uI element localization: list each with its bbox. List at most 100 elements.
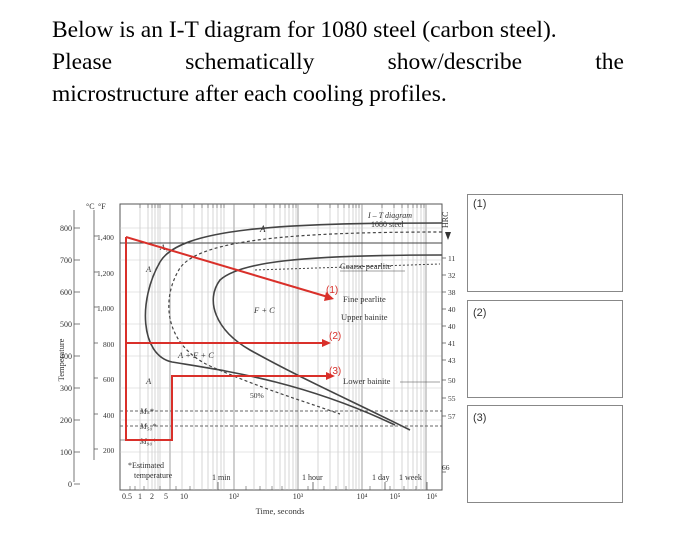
grid-horizontal: [120, 227, 442, 453]
x-tick-labels: 0.5 1 2 5 10 10² 10³ 10⁴ 10⁵ 10⁶: [122, 492, 438, 501]
x-tick-label: 10³: [293, 492, 304, 501]
x-tick-label: 5: [164, 492, 168, 501]
profile-1-label: (1): [326, 285, 338, 296]
hrc-arrow-icon: [445, 232, 451, 240]
hrc-value: 11: [448, 254, 455, 263]
celsius-labels: 800 700 600 500 400 300 200 100 0: [60, 224, 72, 489]
grid-vertical-major: [169, 204, 427, 490]
time-mark: 1 day: [372, 473, 390, 482]
c-tick-label: 500: [60, 320, 72, 329]
martensite-lines: [120, 410, 442, 427]
profile-2-label: (2): [329, 331, 341, 342]
x-tick-label: 10⁵: [390, 492, 401, 501]
c-tick-label: 300: [60, 384, 72, 393]
celsius-ticks: [74, 227, 80, 485]
hrc-value: 32: [448, 271, 456, 280]
cooling-profiles: [125, 236, 329, 441]
hrc-label: HRC: [441, 212, 450, 228]
estimated-note-2: temperature: [134, 471, 173, 480]
x-tick-label: 1: [138, 492, 142, 501]
answer-box-2[interactable]: (2): [467, 300, 623, 398]
c-tick-label: 400: [60, 352, 72, 361]
coarse-pearlite-label: Coarse pearlite: [340, 261, 391, 271]
celsius-unit: °C: [86, 202, 95, 211]
f-tick-label: 1,200: [97, 269, 114, 278]
region-a-lower-label: A: [145, 376, 152, 386]
question-word: the: [595, 49, 624, 75]
m90-label: M₉₀*: [139, 437, 156, 446]
region-a-upper-label: A: [145, 264, 152, 274]
hrc-value: 66: [442, 463, 450, 472]
f-tick-label: 1,000: [97, 304, 114, 313]
hrc-value: 50: [448, 376, 456, 385]
hrc-value: 57: [448, 412, 456, 421]
answer-box-3-label: (3): [473, 412, 487, 424]
answer-box-1-label: (1): [473, 198, 487, 210]
fahrenheit-labels: 1,400 1,200 1,000 800 600 400 200: [97, 233, 115, 455]
bottom-minor-ticks: [129, 486, 417, 490]
question-text: Below is an I-T diagram for 1080 steel (…: [52, 14, 624, 110]
question-word: show/describe: [387, 49, 523, 75]
lower-bainite-label: Lower bainite: [343, 376, 391, 386]
hrc-value: 55: [448, 394, 456, 403]
chart-title-1: I – T diagram: [367, 211, 412, 220]
region-a1-label: A₁: [159, 242, 168, 252]
profile-1-arrow-icon: [324, 292, 334, 301]
region-afc-label: A + F + C: [177, 350, 214, 360]
time-mark-ticks: [217, 482, 428, 490]
region-fc-label: F + C: [253, 305, 275, 315]
question-line-2: Please schematically show/describe the: [52, 46, 624, 78]
x-tick-label: 10⁴: [357, 492, 368, 501]
fifty-percent-label: 50%: [250, 391, 264, 400]
c-tick-label: 800: [60, 224, 72, 233]
profile-labels: (1) (2) (3): [326, 285, 341, 377]
y-axis-label: Temperature: [56, 338, 66, 381]
hrc-value: 40: [448, 305, 456, 314]
x-axis-label: Time, seconds: [256, 506, 305, 516]
c-tick-label: 100: [60, 448, 72, 457]
fine-pearlite-label: Fine pearlite: [343, 294, 386, 304]
fahrenheit-ticks: [94, 235, 98, 450]
hrc-value: 38: [448, 288, 456, 297]
m50-label: M₅₀*: [139, 422, 156, 431]
upper-bainite-label: Upper bainite: [341, 312, 388, 322]
time-mark: 1 min: [212, 473, 230, 482]
time-mark: 1 week: [399, 473, 422, 482]
c-tick-label: 600: [60, 288, 72, 297]
top-ticks: [139, 204, 425, 208]
f-tick-label: 1,400: [97, 233, 114, 242]
grid-vertical: [139, 204, 425, 490]
x-tick-label: 2: [150, 492, 154, 501]
f-tick-label: 800: [103, 340, 115, 349]
start-curve: [144, 222, 443, 426]
profile-2-arrow-icon: [322, 339, 331, 347]
answer-box-3[interactable]: (3): [467, 405, 623, 503]
profile-3-arrow-icon: [326, 372, 335, 380]
question-line-1: Below is an I-T diagram for 1080 steel (…: [52, 17, 557, 43]
hrc-value: 41: [448, 339, 456, 348]
answer-box-1[interactable]: (1): [467, 194, 623, 292]
profile-3-label: (3): [329, 366, 341, 377]
question-line-3: microstructure after each cooling profil…: [52, 81, 447, 107]
hrc-value: 43: [448, 356, 456, 365]
x-tick-label: 10: [180, 492, 188, 501]
hrc-values: 11 32 38 40 40 41 43 50 55 57 66: [442, 254, 456, 472]
region-a-label: A: [259, 224, 266, 234]
fahrenheit-unit: °F: [98, 202, 106, 211]
c-tick-label: 700: [60, 256, 72, 265]
time-mark: 1 hour: [302, 473, 323, 482]
f-tick-label: 200: [103, 446, 115, 455]
c-tick-label: 0: [68, 480, 72, 489]
hrc-ticks: [442, 257, 446, 473]
estimated-note-1: *Estimated: [128, 461, 164, 470]
f-tick-label: 400: [103, 411, 115, 420]
upper-curve-tail: [254, 263, 441, 271]
time-marks: 1 min 1 hour 1 day 1 week: [212, 473, 422, 482]
x-tick-label: 10²: [229, 492, 240, 501]
chart-title-2: 1080 steel: [371, 220, 404, 229]
ms-label: Mₛ*: [139, 407, 154, 416]
question-word: Please: [52, 49, 113, 75]
f-tick-label: 600: [103, 375, 115, 384]
c-tick-label: 200: [60, 416, 72, 425]
